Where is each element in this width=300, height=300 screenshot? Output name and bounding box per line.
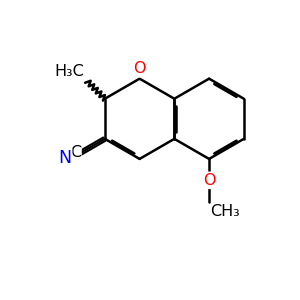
Text: C: C	[70, 146, 81, 160]
Text: N: N	[58, 149, 72, 167]
Text: O: O	[133, 61, 146, 76]
Text: H₃C: H₃C	[55, 64, 85, 80]
Text: O: O	[203, 173, 215, 188]
Text: CH₃: CH₃	[211, 204, 240, 219]
